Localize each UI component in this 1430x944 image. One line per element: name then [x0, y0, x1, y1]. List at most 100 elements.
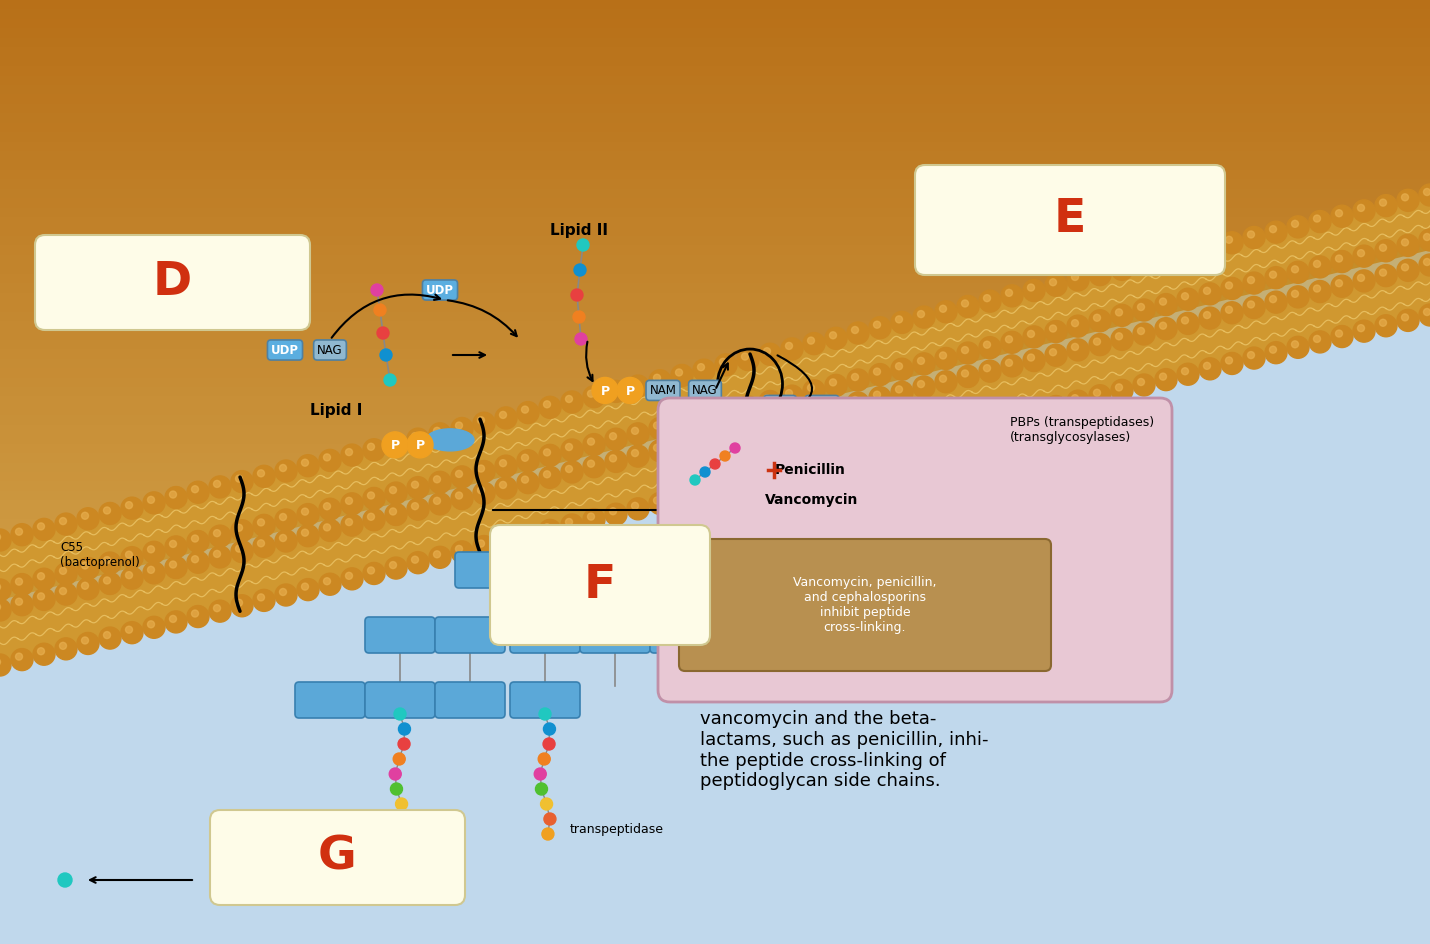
Circle shape	[781, 385, 804, 407]
Circle shape	[1160, 252, 1167, 260]
Circle shape	[1115, 309, 1123, 316]
Circle shape	[675, 416, 682, 424]
Circle shape	[363, 563, 385, 584]
Polygon shape	[0, 623, 1430, 632]
Circle shape	[874, 321, 881, 329]
Polygon shape	[0, 680, 1430, 689]
Circle shape	[957, 417, 980, 439]
Polygon shape	[0, 195, 1430, 590]
Circle shape	[698, 486, 705, 493]
Circle shape	[1221, 278, 1243, 299]
Circle shape	[1247, 231, 1254, 238]
Circle shape	[1357, 275, 1364, 281]
Circle shape	[170, 540, 176, 548]
Circle shape	[694, 407, 715, 429]
Circle shape	[456, 422, 462, 430]
Circle shape	[11, 649, 33, 670]
Circle shape	[1376, 314, 1397, 337]
Polygon shape	[0, 132, 1430, 142]
Circle shape	[297, 455, 319, 477]
Circle shape	[984, 341, 991, 348]
Circle shape	[1331, 276, 1353, 297]
Circle shape	[232, 595, 253, 616]
Circle shape	[1181, 368, 1188, 375]
Circle shape	[632, 502, 639, 510]
Circle shape	[1336, 255, 1343, 262]
Polygon shape	[0, 850, 1430, 859]
Circle shape	[54, 563, 77, 585]
Circle shape	[1067, 315, 1090, 337]
Circle shape	[1353, 245, 1376, 267]
Circle shape	[565, 518, 572, 526]
Circle shape	[698, 412, 705, 418]
Circle shape	[543, 471, 551, 478]
Polygon shape	[0, 500, 1430, 510]
Circle shape	[1067, 269, 1090, 291]
Polygon shape	[0, 463, 1430, 472]
Circle shape	[804, 332, 825, 355]
Circle shape	[1005, 289, 1012, 296]
Circle shape	[1353, 270, 1376, 292]
Circle shape	[1266, 267, 1287, 289]
Polygon shape	[0, 916, 1430, 925]
Circle shape	[389, 508, 396, 515]
Circle shape	[11, 594, 33, 615]
Circle shape	[736, 396, 759, 418]
Circle shape	[1336, 210, 1343, 217]
Circle shape	[147, 497, 154, 503]
Polygon shape	[0, 604, 1430, 614]
Circle shape	[781, 408, 804, 430]
Circle shape	[1270, 271, 1277, 278]
Circle shape	[1071, 274, 1078, 280]
Circle shape	[495, 455, 518, 477]
Circle shape	[319, 573, 340, 596]
Circle shape	[891, 381, 912, 403]
Circle shape	[980, 412, 1001, 433]
Polygon shape	[0, 330, 1430, 340]
Circle shape	[1181, 317, 1188, 324]
Circle shape	[1050, 325, 1057, 332]
Circle shape	[450, 541, 473, 563]
Polygon shape	[0, 935, 1430, 944]
Circle shape	[122, 567, 143, 589]
Circle shape	[1243, 227, 1266, 248]
Circle shape	[297, 503, 319, 526]
Polygon shape	[0, 19, 1430, 28]
FancyBboxPatch shape	[455, 552, 525, 588]
Circle shape	[1160, 373, 1167, 380]
Circle shape	[232, 471, 253, 493]
Circle shape	[209, 546, 232, 568]
Circle shape	[1022, 401, 1045, 423]
Circle shape	[1314, 215, 1320, 222]
Circle shape	[302, 583, 309, 590]
Circle shape	[918, 358, 925, 364]
Circle shape	[1094, 389, 1101, 396]
Circle shape	[478, 540, 485, 548]
Text: vancomycin and the beta-
lactams, such as penicillin, inhi-
the peptide cross-li: vancomycin and the beta- lactams, such a…	[701, 710, 988, 790]
Circle shape	[671, 434, 694, 457]
Circle shape	[257, 470, 265, 477]
Circle shape	[499, 460, 506, 466]
Circle shape	[1397, 310, 1419, 331]
Circle shape	[478, 465, 485, 472]
Circle shape	[874, 391, 881, 398]
Circle shape	[33, 588, 54, 611]
Text: Vancomycin, penicillin,
and cephalosporins
inhibit peptide
cross-linking.: Vancomycin, penicillin, and cephalospori…	[794, 576, 937, 634]
Circle shape	[319, 449, 340, 471]
Circle shape	[1071, 344, 1078, 350]
Circle shape	[378, 327, 389, 339]
Circle shape	[654, 497, 661, 504]
Circle shape	[561, 391, 583, 413]
Circle shape	[1291, 220, 1298, 228]
Circle shape	[147, 621, 154, 628]
Circle shape	[912, 376, 935, 398]
Circle shape	[0, 654, 11, 676]
Circle shape	[829, 379, 837, 386]
Polygon shape	[0, 840, 1430, 850]
Circle shape	[1423, 189, 1430, 195]
Circle shape	[1181, 293, 1188, 300]
Circle shape	[649, 440, 671, 462]
Circle shape	[1336, 279, 1343, 287]
Circle shape	[874, 368, 881, 375]
Circle shape	[275, 530, 297, 552]
